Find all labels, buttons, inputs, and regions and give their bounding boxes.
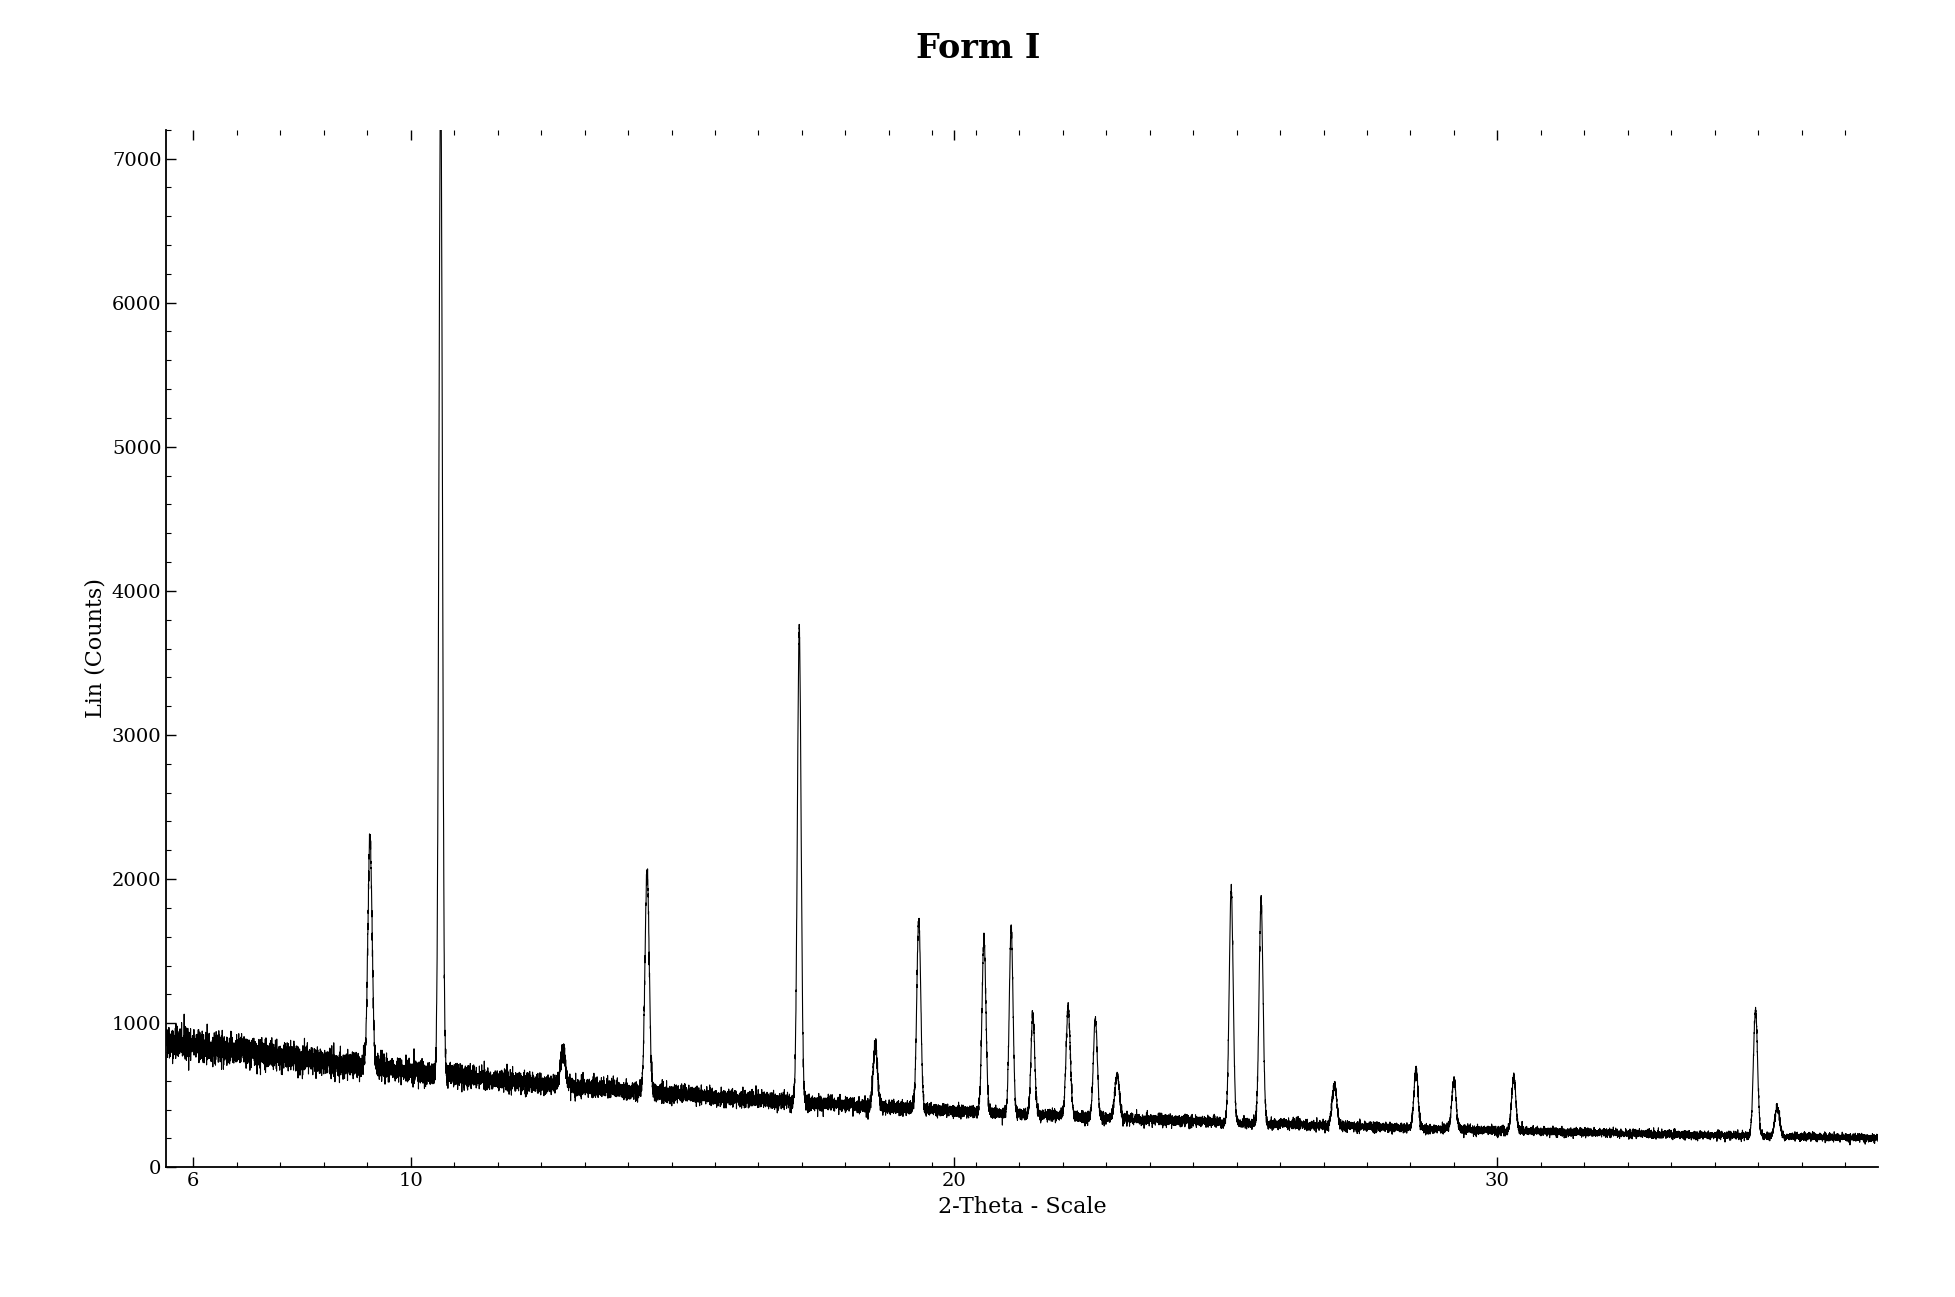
- X-axis label: 2-Theta - Scale: 2-Theta - Scale: [936, 1196, 1107, 1218]
- Text: Form I: Form I: [915, 32, 1040, 65]
- Y-axis label: Lin (Counts): Lin (Counts): [84, 578, 106, 719]
